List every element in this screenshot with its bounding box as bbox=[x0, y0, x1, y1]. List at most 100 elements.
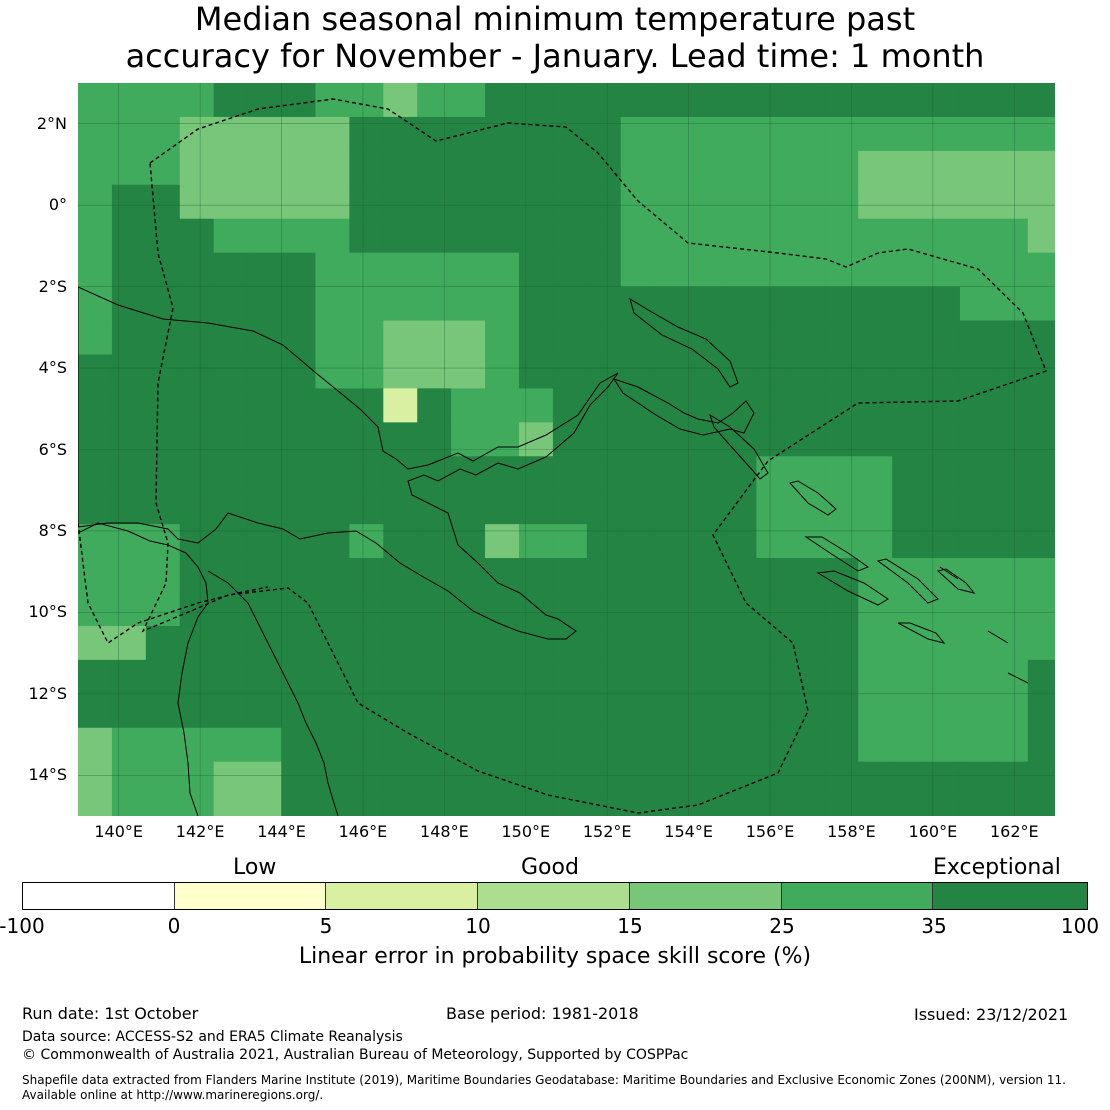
map-cell bbox=[552, 184, 588, 220]
map-cell bbox=[620, 693, 656, 729]
map-cell bbox=[654, 252, 690, 288]
map-cell bbox=[790, 558, 825, 593]
map-cell bbox=[688, 558, 724, 593]
x-tick-label: 142°E bbox=[175, 822, 225, 841]
map-cell bbox=[858, 354, 893, 389]
map-cell bbox=[111, 320, 147, 355]
map-cell bbox=[485, 727, 520, 763]
skill-score-map bbox=[78, 83, 1055, 816]
map-cell bbox=[993, 592, 1029, 627]
map-cell bbox=[586, 422, 622, 457]
map-cell bbox=[247, 727, 283, 763]
map-cell bbox=[756, 388, 791, 423]
map-cell bbox=[790, 795, 825, 816]
map-cell bbox=[417, 252, 452, 288]
map-cell bbox=[959, 693, 995, 729]
map-cell bbox=[78, 286, 113, 322]
map-cell bbox=[349, 625, 384, 661]
map-cell bbox=[111, 558, 147, 593]
map-cell bbox=[620, 388, 656, 423]
y-tick-label: 0° bbox=[48, 195, 67, 215]
map-cell bbox=[688, 795, 724, 816]
map-cell bbox=[485, 320, 520, 355]
x-tick-label: 154°E bbox=[664, 822, 713, 841]
map-cell bbox=[145, 218, 181, 254]
x-tick-label: 152°E bbox=[582, 822, 632, 841]
map-cell bbox=[417, 150, 452, 186]
map-cell bbox=[552, 795, 588, 816]
map-cell bbox=[451, 456, 486, 491]
map-cell bbox=[790, 456, 825, 491]
map-cell bbox=[858, 625, 893, 661]
map-cell bbox=[824, 761, 859, 797]
map-cell bbox=[349, 286, 384, 322]
map-cell bbox=[858, 320, 893, 355]
map-cell bbox=[959, 727, 995, 763]
map-cell bbox=[892, 218, 927, 254]
colorbar-segment-neg100-0 bbox=[23, 883, 175, 909]
map-cell bbox=[688, 490, 724, 525]
map-cell bbox=[213, 693, 249, 729]
map-cell bbox=[281, 354, 316, 389]
map-cell bbox=[78, 252, 113, 288]
map-cell bbox=[383, 388, 418, 423]
map-cell bbox=[213, 558, 249, 593]
map-cell bbox=[518, 218, 554, 254]
map-cell bbox=[756, 727, 791, 763]
map-cell bbox=[111, 592, 147, 627]
map-cell bbox=[993, 625, 1029, 661]
map-cell bbox=[858, 727, 893, 763]
map-cell bbox=[179, 422, 215, 457]
map-cell bbox=[281, 388, 316, 423]
map-cell bbox=[586, 490, 622, 525]
map-cell bbox=[1027, 116, 1055, 152]
map-cell bbox=[722, 490, 757, 525]
map-cell bbox=[213, 524, 249, 559]
map-cell bbox=[281, 83, 316, 118]
map-cell bbox=[111, 218, 147, 254]
map-cell bbox=[620, 218, 656, 254]
map-cell bbox=[552, 625, 588, 661]
map-cell bbox=[78, 524, 113, 559]
map-cell bbox=[756, 354, 791, 389]
map-cell bbox=[756, 524, 791, 559]
map-cell bbox=[451, 422, 486, 457]
map-cell bbox=[993, 388, 1029, 423]
map-cell bbox=[620, 150, 656, 186]
map-cell bbox=[78, 490, 113, 525]
map-cell bbox=[349, 388, 384, 423]
map-cell bbox=[892, 524, 927, 559]
map-cell bbox=[349, 83, 384, 118]
map-cell bbox=[858, 388, 893, 423]
map-cell bbox=[485, 795, 520, 816]
map-cell bbox=[78, 625, 113, 661]
map-cell bbox=[213, 320, 249, 355]
map-cell bbox=[213, 795, 249, 816]
map-cell bbox=[790, 388, 825, 423]
map-cell bbox=[620, 490, 656, 525]
map-cell bbox=[926, 354, 961, 389]
vanuatu-coastline bbox=[939, 566, 1029, 684]
map-cell bbox=[993, 320, 1029, 355]
map-cell bbox=[213, 490, 249, 525]
map-cell bbox=[824, 83, 859, 118]
map-cell bbox=[247, 116, 283, 152]
map-cell bbox=[1027, 320, 1055, 355]
map-cell bbox=[111, 422, 147, 457]
map-cell bbox=[993, 524, 1029, 559]
map-cell bbox=[1027, 456, 1055, 491]
map-cell bbox=[959, 659, 995, 695]
map-cell bbox=[485, 592, 520, 627]
map-cell bbox=[179, 795, 215, 816]
map-cell bbox=[145, 388, 181, 423]
x-tick-label: 160°E bbox=[908, 822, 958, 841]
map-cell bbox=[993, 727, 1029, 763]
map-cell bbox=[926, 727, 961, 763]
map-cell bbox=[417, 388, 452, 423]
map-cell bbox=[688, 83, 724, 118]
shapefile-credit-line-1: Shapefile data extracted from Flanders M… bbox=[22, 1073, 1066, 1087]
map-cell bbox=[552, 252, 588, 288]
map-cell bbox=[518, 727, 554, 763]
map-cell bbox=[756, 558, 791, 593]
map-cell bbox=[247, 659, 283, 695]
